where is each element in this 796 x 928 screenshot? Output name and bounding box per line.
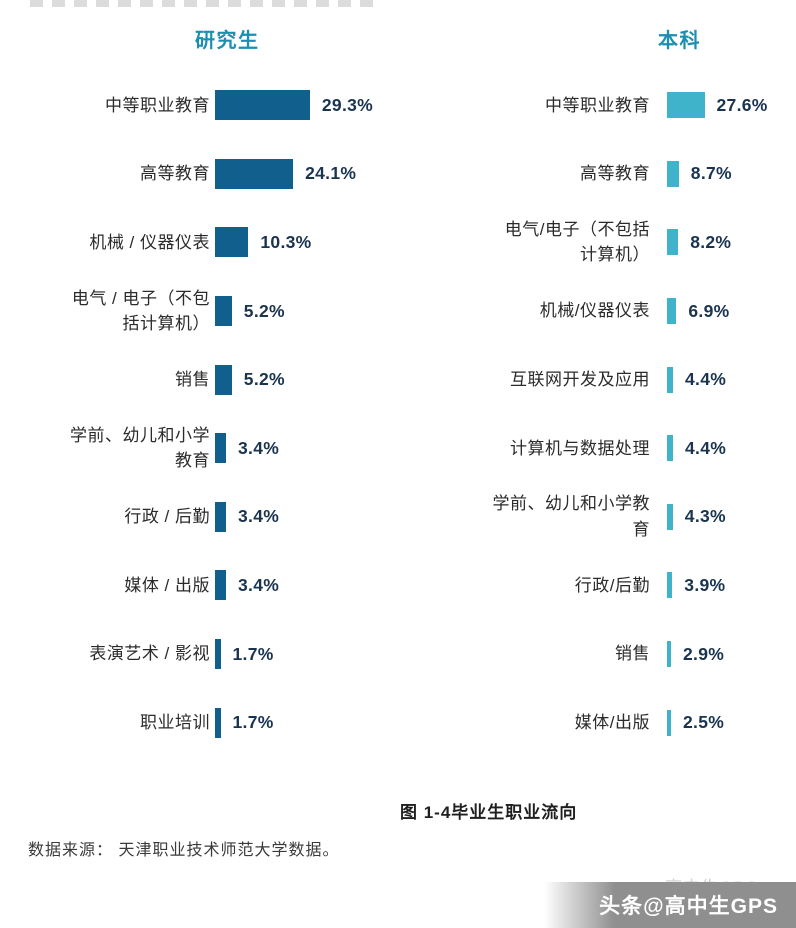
chart-title-graduate: 研究生	[195, 30, 260, 52]
chart-row: 媒体/出版 2.5%	[490, 688, 790, 757]
category-label: 中等职业教育	[545, 95, 650, 115]
bar	[667, 503, 673, 530]
category-label: 电气 / 电子（不包括计算机）	[71, 288, 210, 334]
value-label: 24.1%	[305, 163, 357, 184]
bar	[215, 639, 221, 670]
dual-bar-chart: 研究生 中等职业教育 29.3% 高等教育 24.1% 机械 / 仪器仪表 10…	[60, 24, 790, 757]
chart-undergraduate: 本科 中等职业教育 27.6% 高等教育 8.7% 电气/电子（不包括计算机） …	[490, 24, 790, 757]
chart-row: 电气 / 电子（不包括计算机） 5.2%	[60, 277, 460, 346]
chart-row: 中等职业教育 27.6%	[490, 71, 790, 140]
bar	[667, 229, 679, 256]
value-label: 27.6%	[716, 94, 768, 115]
chart-row: 行政/后勤 3.9%	[490, 551, 790, 620]
bar	[667, 572, 673, 599]
bar	[667, 160, 679, 187]
category-label: 电气/电子（不包括计算机）	[504, 219, 650, 265]
bar	[215, 433, 226, 464]
chart-row: 互联网开发及应用 4.4%	[490, 345, 790, 414]
bar	[215, 296, 232, 327]
chart-row: 销售 5.2%	[60, 345, 460, 414]
chart-row: 高等教育 8.7%	[490, 140, 790, 209]
bar	[667, 298, 677, 325]
value-label: 1.7%	[232, 712, 274, 733]
value-label: 3.4%	[238, 506, 280, 527]
category-label: 销售	[615, 644, 650, 664]
chart-row: 中等职业教育 29.3%	[60, 71, 460, 140]
value-label: 29.3%	[321, 94, 374, 115]
value-label: 10.3%	[260, 231, 312, 252]
chart-row: 机械 / 仪器仪表 10.3%	[60, 208, 460, 277]
bar	[215, 158, 294, 189]
chart-row: 销售 2.9%	[490, 620, 790, 689]
bar	[215, 90, 310, 121]
bar	[215, 707, 221, 738]
bar	[215, 501, 226, 532]
figure-caption: 图 1-4毕业生职业流向	[400, 803, 578, 822]
value-label: 4.4%	[685, 369, 727, 390]
category-label: 计算机与数据处理	[510, 438, 650, 458]
chart-row: 媒体 / 出版 3.4%	[60, 551, 460, 620]
chart-rows-graduate: 中等职业教育 29.3% 高等教育 24.1% 机械 / 仪器仪表 10.3% …	[60, 71, 460, 757]
value-label: 6.9%	[688, 300, 730, 321]
category-label: 高等教育	[140, 164, 210, 184]
chart-row: 职业培训 1.7%	[60, 688, 460, 757]
bar	[215, 570, 226, 601]
bar	[667, 435, 673, 462]
category-label: 行政 / 后勤	[124, 507, 210, 527]
value-label: 5.2%	[243, 300, 285, 321]
cropped-text-fragment	[30, 0, 376, 7]
category-label: 高等教育	[580, 164, 650, 184]
chart-row: 表演艺术 / 影视 1.7%	[60, 620, 460, 689]
category-label: 销售	[175, 369, 210, 389]
watermark-band: 头条@高中生GPS	[544, 882, 796, 928]
chart-graduate: 研究生 中等职业教育 29.3% 高等教育 24.1% 机械 / 仪器仪表 10…	[60, 24, 460, 757]
category-label: 学前、幼儿和小学教育	[70, 425, 210, 471]
category-label: 职业培训	[140, 712, 210, 732]
chart-row: 计算机与数据处理 4.4%	[490, 414, 790, 483]
chart-rows-undergraduate: 中等职业教育 27.6% 高等教育 8.7% 电气/电子（不包括计算机） 8.2…	[490, 71, 790, 757]
bar	[667, 92, 705, 119]
value-label: 5.2%	[243, 369, 285, 390]
watermark-text: 头条@高中生GPS	[599, 895, 778, 918]
value-label: 1.7%	[232, 643, 274, 664]
value-label: 3.4%	[238, 437, 280, 458]
category-label: 表演艺术 / 影视	[89, 644, 210, 664]
bar	[667, 366, 673, 393]
bar	[215, 227, 249, 258]
value-label: 4.3%	[684, 506, 726, 527]
bar	[667, 709, 671, 736]
chart-row: 电气/电子（不包括计算机） 8.2%	[490, 208, 790, 277]
category-label: 媒体/出版	[574, 712, 650, 732]
category-label: 互联网开发及应用	[510, 369, 650, 389]
category-label: 机械 / 仪器仪表	[89, 232, 210, 252]
value-label: 8.7%	[690, 163, 732, 184]
category-label: 媒体 / 出版	[124, 575, 210, 595]
chart-row: 行政 / 后勤 3.4%	[60, 483, 460, 552]
value-label: 3.4%	[238, 574, 280, 595]
chart-row: 机械/仪器仪表 6.9%	[490, 277, 790, 346]
bar	[215, 364, 232, 395]
value-label: 2.9%	[683, 643, 725, 664]
chart-title-undergraduate: 本科	[658, 30, 701, 52]
category-label: 行政/后勤	[574, 575, 650, 595]
category-label: 机械/仪器仪表	[539, 301, 650, 321]
value-label: 3.9%	[684, 574, 726, 595]
data-source-note: 数据来源： 天津职业技术师范大学数据。	[28, 842, 340, 859]
value-label: 2.5%	[683, 712, 725, 733]
value-label: 8.2%	[690, 231, 732, 252]
chart-row: 学前、幼儿和小学教育 4.3%	[490, 483, 790, 552]
bar	[667, 641, 671, 668]
value-label: 4.4%	[685, 437, 727, 458]
chart-row: 高等教育 24.1%	[60, 140, 460, 209]
category-label: 学前、幼儿和小学教育	[492, 494, 650, 539]
chart-row: 学前、幼儿和小学教育 3.4%	[60, 414, 460, 483]
category-label: 中等职业教育	[105, 95, 210, 115]
